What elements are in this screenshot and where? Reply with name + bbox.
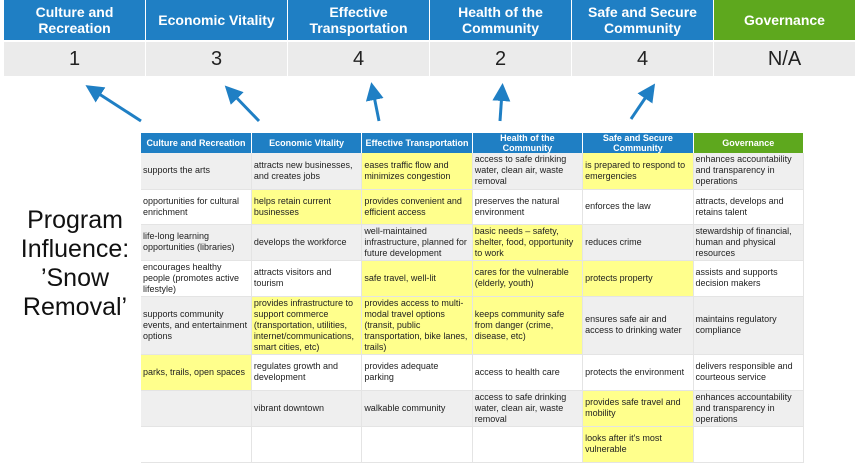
- table-cell: ensures safe air and access to drinking …: [582, 296, 694, 355]
- table-cell: parks, trails, open spaces: [141, 354, 252, 391]
- table-cell: [141, 390, 252, 427]
- table-cell: well-maintained infrastructure, planned …: [361, 224, 473, 261]
- arrow-icon: [629, 83, 656, 120]
- table-row: encourages healthy people (promotes acti…: [141, 260, 805, 297]
- table-header: Safe and Secure Community: [582, 133, 694, 153]
- table-cell: provides adequate parking: [361, 354, 473, 391]
- table-cell: life-long learning opportunities (librar…: [141, 224, 252, 261]
- table-cell: encourages healthy people (promotes acti…: [141, 260, 252, 297]
- table-row: vibrant downtown walkable community access…: [141, 390, 805, 427]
- table-cell: helps retain current businesses: [251, 189, 363, 225]
- table-cell: looks after it's most vulnerable: [582, 426, 694, 463]
- summary-header: Economic Vitality: [146, 0, 288, 40]
- table-cell: enforces the law: [582, 189, 694, 225]
- table-cell: attracts, develops and retains talent: [693, 189, 805, 225]
- table-header: Economic Vitality: [251, 133, 363, 153]
- table-header: Culture and Recreation: [141, 133, 252, 153]
- arrow-icon: [85, 85, 142, 123]
- table-cell: protects property: [582, 260, 694, 297]
- table-cell: is prepared to respond to emergencies: [582, 153, 694, 190]
- summary-score: 4: [288, 42, 430, 76]
- table-cell: provides access to multi-modal travel op…: [361, 296, 473, 355]
- influence-table: Culture and Recreation Economic Vitality E…: [141, 133, 805, 463]
- table-cell: [472, 426, 584, 463]
- table-cell: opportunities for cultural enrichment: [141, 189, 252, 225]
- table-cell: walkable community: [361, 390, 473, 427]
- table-cell: preserves the natural environment: [472, 189, 584, 225]
- table-cell: [693, 426, 805, 463]
- table-cell: maintains regulatory compliance: [693, 296, 805, 355]
- summary-header: Safe and Secure Community: [572, 0, 714, 40]
- table-cell: access to safe drinking water, clean air…: [472, 153, 584, 190]
- table-cell: develops the workforce: [251, 224, 363, 261]
- table-row: looks after it's most vulnerable: [141, 426, 805, 463]
- summary-header: Effective Transportation: [288, 0, 430, 40]
- table-cell: stewardship of financial, human and phys…: [693, 224, 805, 261]
- table-cell: delivers responsible and courteous servi…: [693, 354, 805, 391]
- table-cell: enhances accountability and transparency…: [693, 390, 805, 427]
- table-header: Health of the Community: [472, 133, 584, 153]
- table-cell: cares for the vulnerable (elderly, youth…: [472, 260, 584, 297]
- summary-header: Health of the Community: [430, 0, 572, 40]
- summary-score: N/A: [714, 42, 856, 76]
- summary-score: 3: [146, 42, 288, 76]
- table-cell: supports community events, and entertain…: [141, 296, 252, 355]
- table-header: Governance: [693, 133, 805, 153]
- program-label: Program Influence: ’Snow Removal’: [20, 206, 130, 321]
- table-cell: [361, 426, 473, 463]
- table-header: Effective Transportation: [361, 133, 473, 153]
- table-row: opportunities for cultural enrichment hel…: [141, 189, 805, 225]
- table-cell: access to health care: [472, 354, 584, 391]
- table-cell: access to safe drinking water, clean air…: [472, 390, 584, 427]
- table-row: supports community events, and entertain…: [141, 296, 805, 355]
- summary-score: 2: [430, 42, 572, 76]
- table-row: supports the arts attracts new businesses…: [141, 153, 805, 190]
- table-cell: safe travel, well-lit: [361, 260, 473, 297]
- summary-grid: Culture and Recreation Economic Vitality E…: [4, 0, 856, 76]
- table-cell: eases traffic flow and minimizes congest…: [361, 153, 473, 190]
- table-cell: provides safe travel and mobility: [582, 390, 694, 427]
- table-cell: basic needs – safety, shelter, food, opp…: [472, 224, 584, 261]
- table-cell: provides infrastructure to support comme…: [251, 296, 363, 355]
- table-cell: [251, 426, 363, 463]
- table-cell: attracts new businesses, and creates job…: [251, 153, 363, 190]
- table-cell: regulates growth and development: [251, 354, 363, 391]
- summary-header: Culture and Recreation: [4, 0, 146, 40]
- table-cell: vibrant downtown: [251, 390, 363, 427]
- table-row: life-long learning opportunities (librar…: [141, 224, 805, 261]
- table-cell: provides convenient and efficient access: [361, 189, 473, 225]
- table-row: parks, trails, open spaces regulates grow…: [141, 354, 805, 391]
- arrow-icon: [224, 85, 261, 123]
- table-cell: [141, 426, 252, 463]
- table-cell: enhances accountability and transparency…: [693, 153, 805, 190]
- table-cell: keeps community safe from danger (crime,…: [472, 296, 584, 355]
- arrow-icon: [492, 83, 511, 122]
- table-cell: supports the arts: [141, 153, 252, 190]
- summary-score: 4: [572, 42, 714, 76]
- table-cell: assists and supports decision makers: [693, 260, 805, 297]
- summary-header: Governance: [714, 0, 856, 40]
- table-cell: protects the environment: [582, 354, 694, 391]
- arrow-icon: [365, 82, 384, 122]
- table-cell: reduces crime: [582, 224, 694, 261]
- summary-score: 1: [4, 42, 146, 76]
- table-cell: attracts visitors and tourism: [251, 260, 363, 297]
